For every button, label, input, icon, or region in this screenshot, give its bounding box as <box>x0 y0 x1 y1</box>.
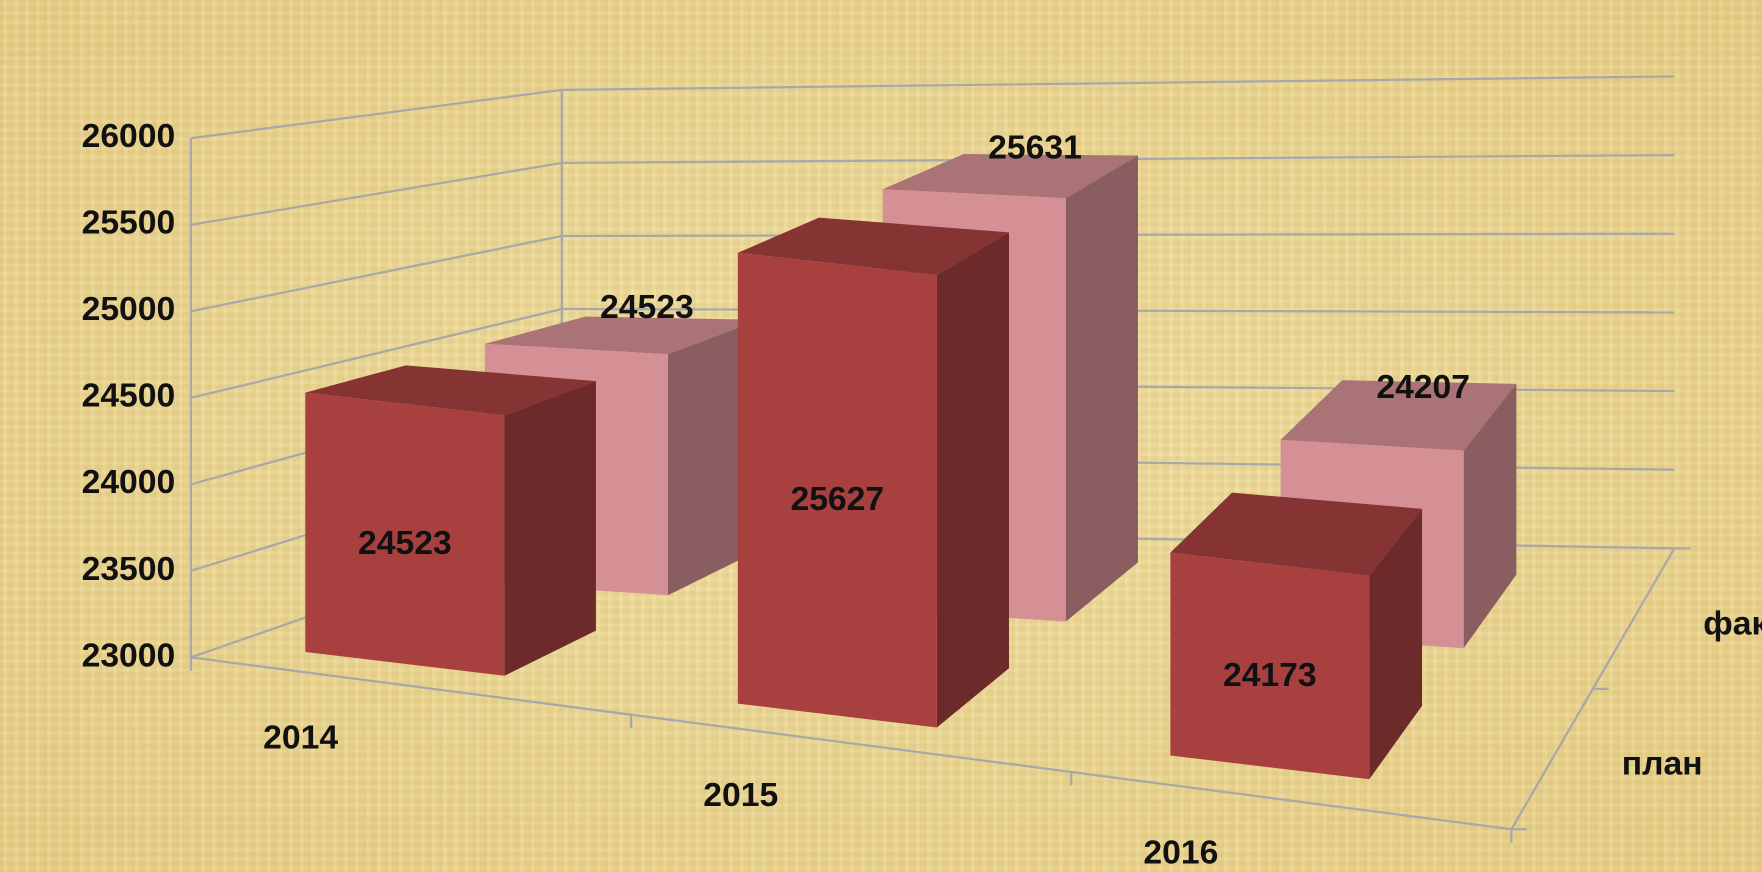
y-tick-label: 23000 <box>82 636 176 674</box>
series-label: план <box>1622 745 1703 783</box>
bar-top <box>737 217 1009 276</box>
bar-side <box>667 319 760 596</box>
x-tick-label: 2015 <box>703 776 778 814</box>
data-label: 24523 <box>358 524 452 562</box>
grid-line <box>190 161 563 226</box>
bar-side <box>1065 155 1138 622</box>
y-tick-label: 24000 <box>82 463 176 501</box>
bar <box>737 252 937 728</box>
bar <box>305 392 505 676</box>
x-tick-label: 2014 <box>263 719 338 757</box>
bar-side <box>1463 383 1517 649</box>
bar-top <box>1280 380 1517 451</box>
y-tick-label: 25000 <box>82 290 176 328</box>
data-label: 25631 <box>988 128 1082 166</box>
grid-line <box>190 307 563 399</box>
x-tick-label: 2016 <box>1143 833 1218 871</box>
y-tick-label: 24500 <box>82 377 176 415</box>
x-axis <box>190 656 1512 831</box>
bar-side <box>504 381 596 676</box>
grid-line <box>561 75 1675 92</box>
bar-top <box>305 365 596 416</box>
series-label: факт <box>1703 604 1762 642</box>
grid-line <box>190 234 563 313</box>
bar-top <box>882 154 1138 199</box>
y-tick-label: 25500 <box>82 204 176 242</box>
bar-side <box>1369 508 1423 780</box>
bar <box>1170 552 1370 780</box>
data-label: 25627 <box>790 480 884 518</box>
data-label: 24173 <box>1223 656 1317 694</box>
grid-line <box>190 88 563 140</box>
bar-top <box>484 316 760 355</box>
bar-top <box>1170 492 1423 576</box>
data-label: 24523 <box>600 288 694 326</box>
y-tick-label: 26000 <box>82 117 176 155</box>
bar-side <box>936 232 1009 728</box>
y-tick-label: 23500 <box>82 550 176 588</box>
data-label: 24207 <box>1376 368 1470 406</box>
